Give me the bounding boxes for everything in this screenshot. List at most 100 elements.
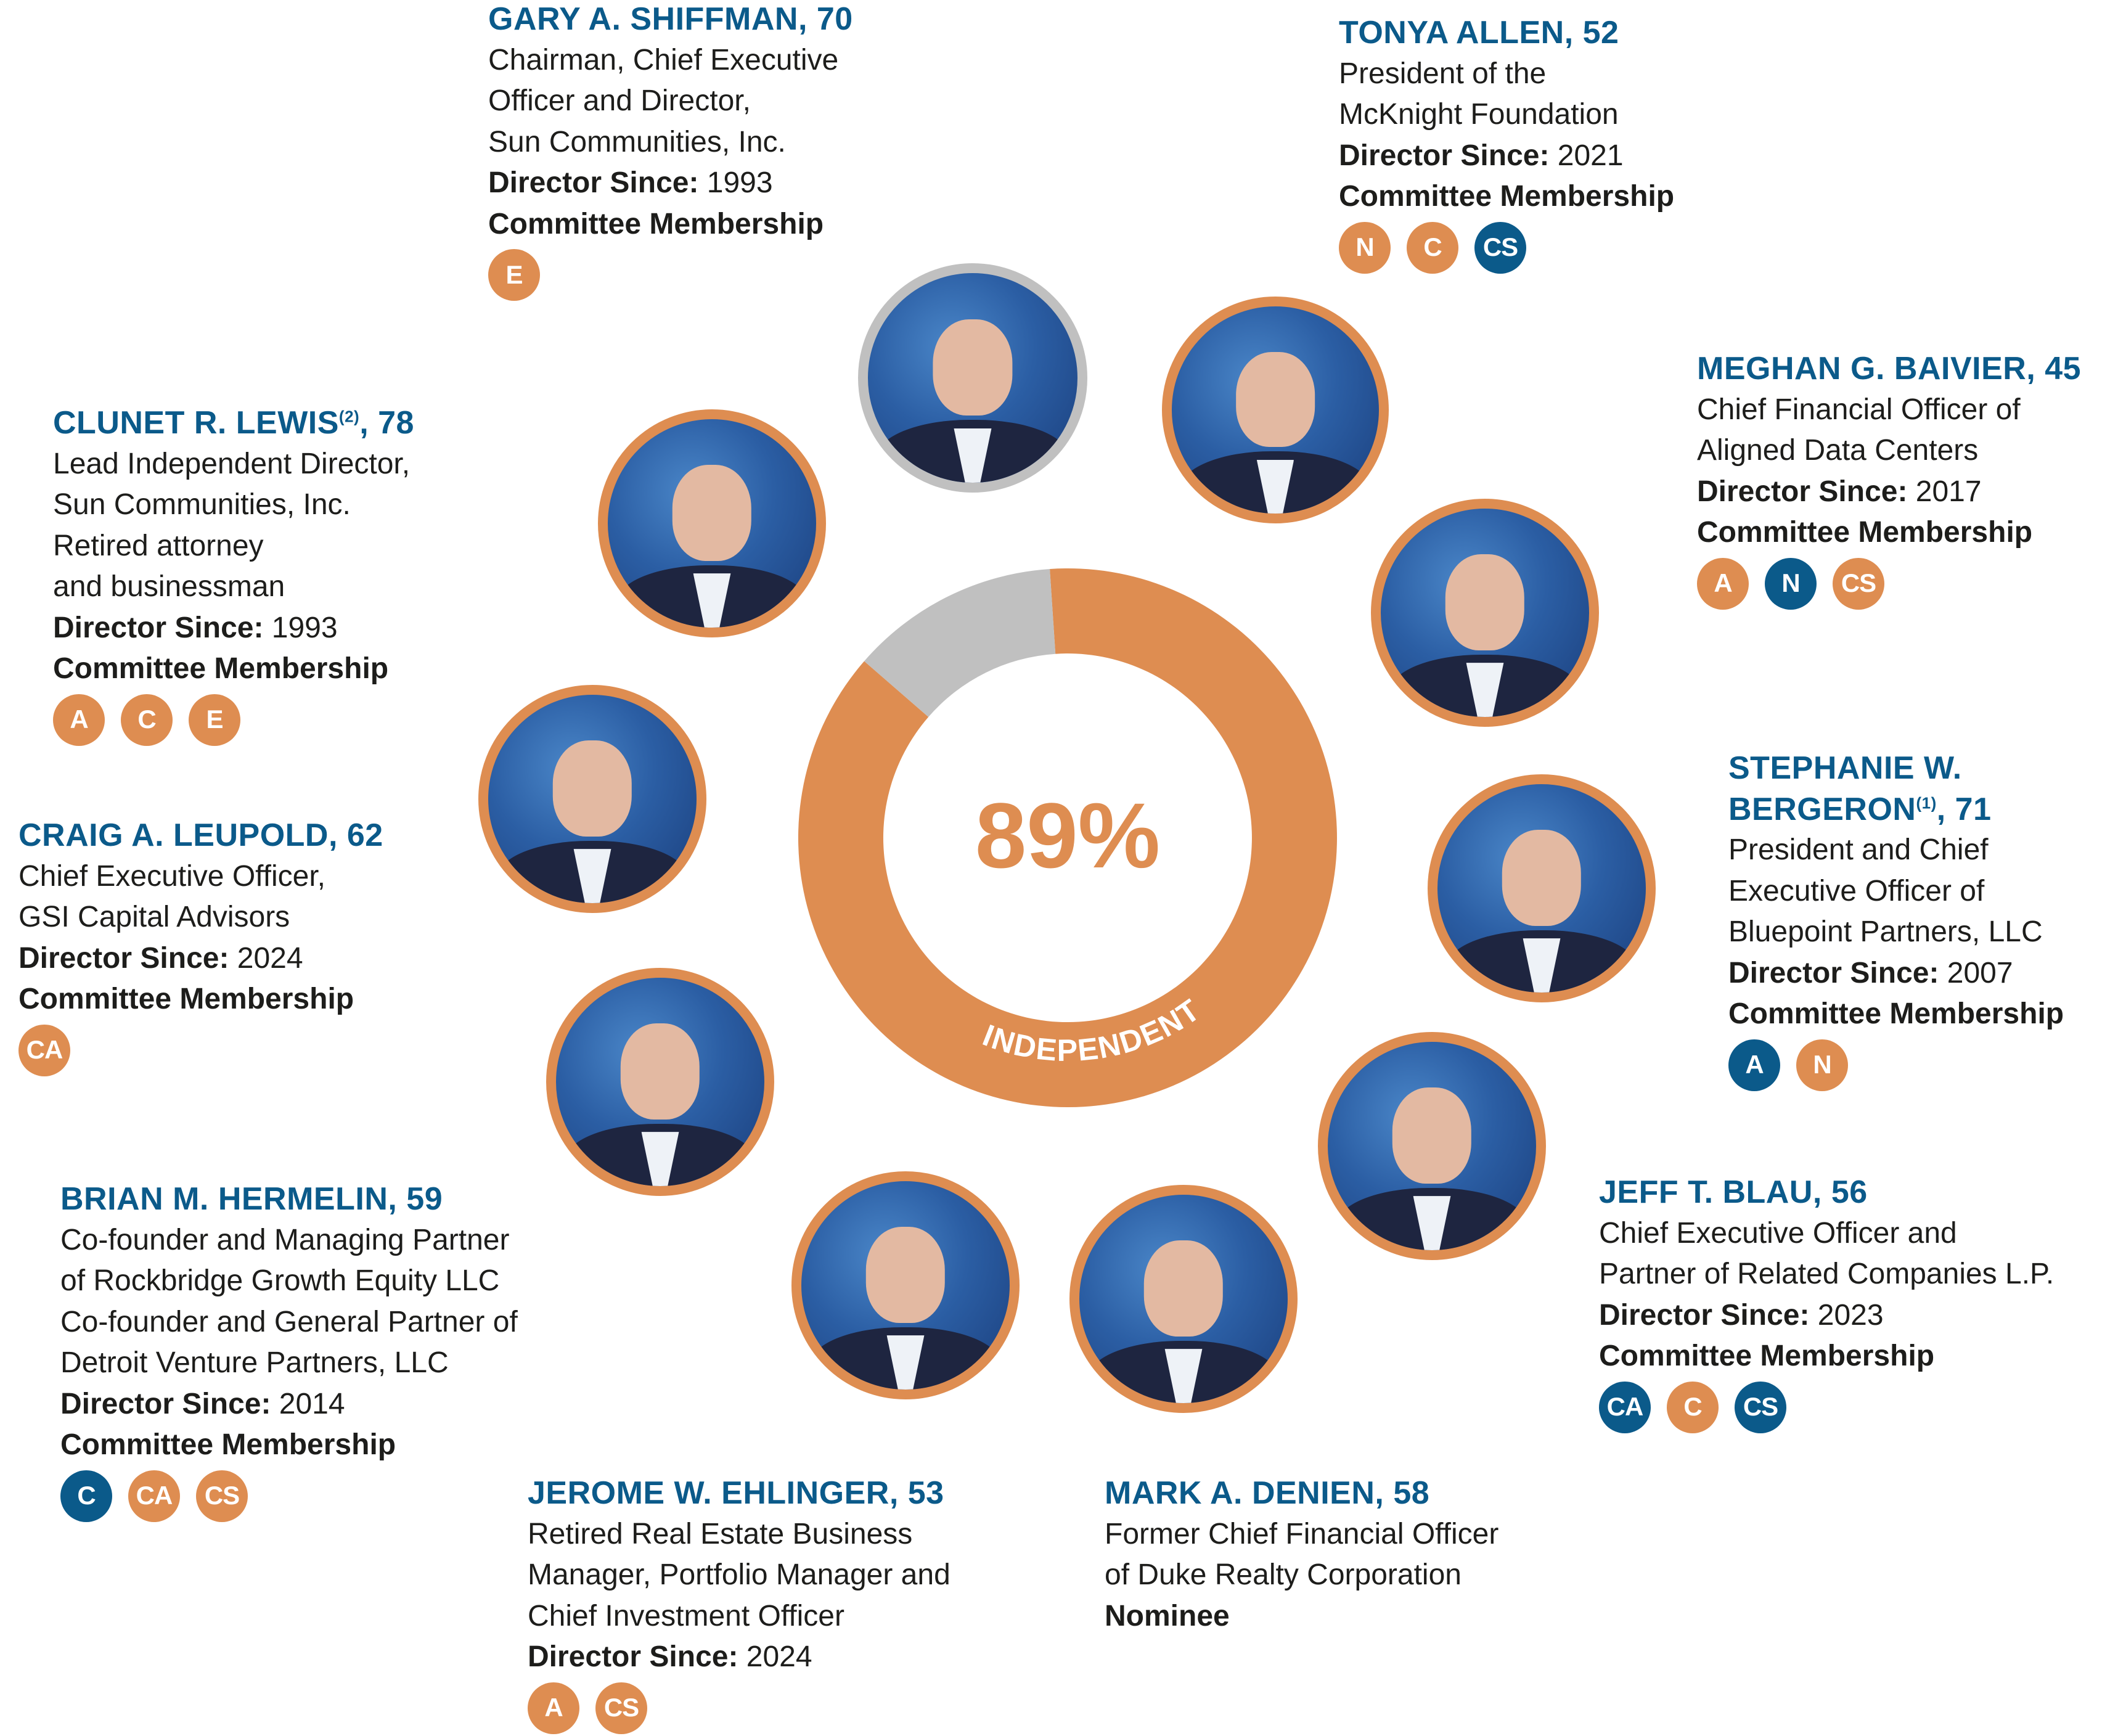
photo-lewis xyxy=(598,409,826,637)
independence-donut-chart: INDEPENDENT xyxy=(798,568,1337,1107)
director-title-line: Chief Investment Officer xyxy=(528,1599,844,1632)
committee-membership-label: Committee Membership xyxy=(1339,180,1675,213)
committee-badges: A C E xyxy=(53,694,414,747)
director-leupold: CRAIG A. LEUPOLD, 62 Chief Executive Off… xyxy=(18,815,383,1077)
photo-denien xyxy=(1069,1185,1298,1413)
committee-badge-c: C xyxy=(121,694,173,746)
director-title-line: Sun Communities, Inc. xyxy=(53,488,351,521)
director-blau: JEFF T. BLAU, 56 Chief Executive Officer… xyxy=(1599,1172,2054,1434)
director-title-line: of Rockbridge Growth Equity LLC xyxy=(60,1264,500,1297)
committee-membership-label: Committee Membership xyxy=(1728,997,2064,1030)
director-since: Director Since: 2023 xyxy=(1599,1298,1884,1332)
photo-baivier xyxy=(1371,499,1599,727)
committee-membership-label: Committee Membership xyxy=(60,1428,396,1461)
committee-badge-e: E xyxy=(189,694,240,746)
director-since: Director Since: 1993 xyxy=(53,611,338,644)
committee-badges: A N xyxy=(1728,1039,2064,1092)
director-title-line: Partner of Related Companies L.P. xyxy=(1599,1258,2054,1290)
director-name: BERGERON(1), 71 xyxy=(1728,791,1992,827)
director-name: JEROME W. EHLINGER, 53 xyxy=(528,1475,944,1511)
director-title-line: Chairman, Chief Executive xyxy=(488,43,839,76)
committee-badge-a: A xyxy=(528,1682,579,1734)
director-name: JEFF T. BLAU, 56 xyxy=(1599,1174,1868,1210)
director-title-line: President of the xyxy=(1339,57,1547,90)
committee-badge-cs: CS xyxy=(595,1682,647,1734)
committee-badge-n: N xyxy=(1339,221,1391,274)
director-title-line: President and Chief xyxy=(1728,833,1989,866)
director-since: Director Since: 2024 xyxy=(18,941,303,975)
committee-badges: N C CS xyxy=(1339,221,1674,274)
director-title-line: Aligned Data Centers xyxy=(1697,434,1979,467)
director-denien: MARK A. DENIEN, 58 Former Chief Financia… xyxy=(1105,1473,1498,1637)
director-since: Director Since: 2024 xyxy=(528,1640,812,1673)
committee-badge-c: C xyxy=(60,1470,112,1522)
director-since: Director Since: 2017 xyxy=(1697,475,1982,508)
committee-badges: A N CS xyxy=(1697,557,2081,610)
photo-blau xyxy=(1318,1032,1546,1260)
committee-badge-cs: CS xyxy=(1735,1381,1786,1433)
committee-badge-a: A xyxy=(53,694,105,746)
director-name: MARK A. DENIEN, 58 xyxy=(1105,1475,1430,1511)
director-title-line: Retired Real Estate Business xyxy=(528,1517,913,1550)
director-since: Director Since: 1993 xyxy=(488,166,773,199)
director-title-line: Co-founder and General Partner of xyxy=(60,1305,518,1338)
director-name-line1: STEPHANIE W. xyxy=(1728,750,1962,786)
committee-badge-ca: CA xyxy=(128,1470,180,1522)
director-name: BRIAN M. HERMELIN, 59 xyxy=(60,1181,443,1217)
photo-hermelin xyxy=(546,968,774,1196)
committee-badge-n: N xyxy=(1796,1039,1848,1091)
director-title-line: Sun Communities, Inc. xyxy=(488,125,786,158)
director-title-line: GSI Capital Advisors xyxy=(18,901,290,933)
independence-percentage: 89% xyxy=(975,784,1161,887)
director-title-line: McKnight Foundation xyxy=(1339,98,1619,131)
committee-membership-label: Committee Membership xyxy=(53,652,389,685)
director-title-line: Detroit Venture Partners, LLC xyxy=(60,1346,449,1379)
photo-shiffman xyxy=(858,263,1087,493)
director-since: Director Since: 2007 xyxy=(1728,956,2013,989)
director-title-line: Manager, Portfolio Manager and xyxy=(528,1558,951,1591)
nominee-label: Nominee xyxy=(1105,1599,1230,1632)
director-title-line: Retired attorney xyxy=(53,529,264,562)
director-since: Director Since: 2021 xyxy=(1339,139,1624,172)
director-title-line: Lead Independent Director, xyxy=(53,447,411,480)
director-name: CLUNET R. LEWIS(2), 78 xyxy=(53,405,414,441)
photo-ehlinger xyxy=(791,1171,1020,1399)
director-name: MEGHAN G. BAIVIER, 45 xyxy=(1697,351,2082,387)
director-title-line: Chief Financial Officer of xyxy=(1697,393,2021,426)
committee-membership-label: Committee Membership xyxy=(1599,1340,1935,1372)
director-title-line: Co-founder and Managing Partner xyxy=(60,1223,510,1256)
committee-badge-n: N xyxy=(1765,557,1817,610)
committee-badges: CA C CS xyxy=(1599,1381,2054,1434)
director-title-line: Bluepoint Partners, LLC xyxy=(1728,915,2043,948)
donut-segment-non-independent xyxy=(864,568,1056,717)
director-title-line: Chief Executive Officer and xyxy=(1599,1216,1957,1250)
director-baivier: MEGHAN G. BAIVIER, 45 Chief Financial Of… xyxy=(1697,348,2081,610)
committee-badge-a: A xyxy=(1697,557,1749,610)
committee-badge-a: A xyxy=(1728,1039,1780,1091)
director-name: CRAIG A. LEUPOLD, 62 xyxy=(18,817,383,853)
committee-badge-ca: CA xyxy=(18,1024,70,1076)
director-shiffman: GARY A. SHIFFMAN, 70 Chairman, Chief Exe… xyxy=(488,0,853,301)
committee-badge-cs: CS xyxy=(196,1470,248,1522)
committee-badges: E xyxy=(488,248,853,301)
director-allen: TONYA ALLEN, 52 President of the McKnigh… xyxy=(1339,12,1674,274)
committee-badge-cs: CS xyxy=(1474,221,1526,274)
committee-badge-cs: CS xyxy=(1833,557,1884,610)
committee-membership-label: Committee Membership xyxy=(1697,516,2033,549)
director-lewis: CLUNET R. LEWIS(2), 78 Lead Independent … xyxy=(53,403,414,747)
director-title-line: Former Chief Financial Officer xyxy=(1105,1517,1499,1550)
committee-membership-label: Committee Membership xyxy=(488,207,824,240)
photo-leupold xyxy=(478,685,706,913)
committee-badges: A CS xyxy=(528,1682,951,1735)
director-since: Director Since: 2014 xyxy=(60,1387,345,1420)
director-ehlinger: JEROME W. EHLINGER, 53 Retired Real Esta… xyxy=(528,1473,951,1735)
committee-badges: CA xyxy=(18,1024,383,1077)
committee-badge-c: C xyxy=(1407,221,1458,274)
director-title-line: Chief Executive Officer, xyxy=(18,859,325,893)
director-name: TONYA ALLEN, 52 xyxy=(1339,15,1619,51)
director-name: GARY A. SHIFFMAN, 70 xyxy=(488,1,853,37)
committee-badge-ca: CA xyxy=(1599,1381,1651,1433)
director-title-line: of Duke Realty Corporation xyxy=(1105,1558,1462,1591)
committee-membership-label: Committee Membership xyxy=(18,983,354,1015)
committee-badge-c: C xyxy=(1667,1381,1719,1433)
